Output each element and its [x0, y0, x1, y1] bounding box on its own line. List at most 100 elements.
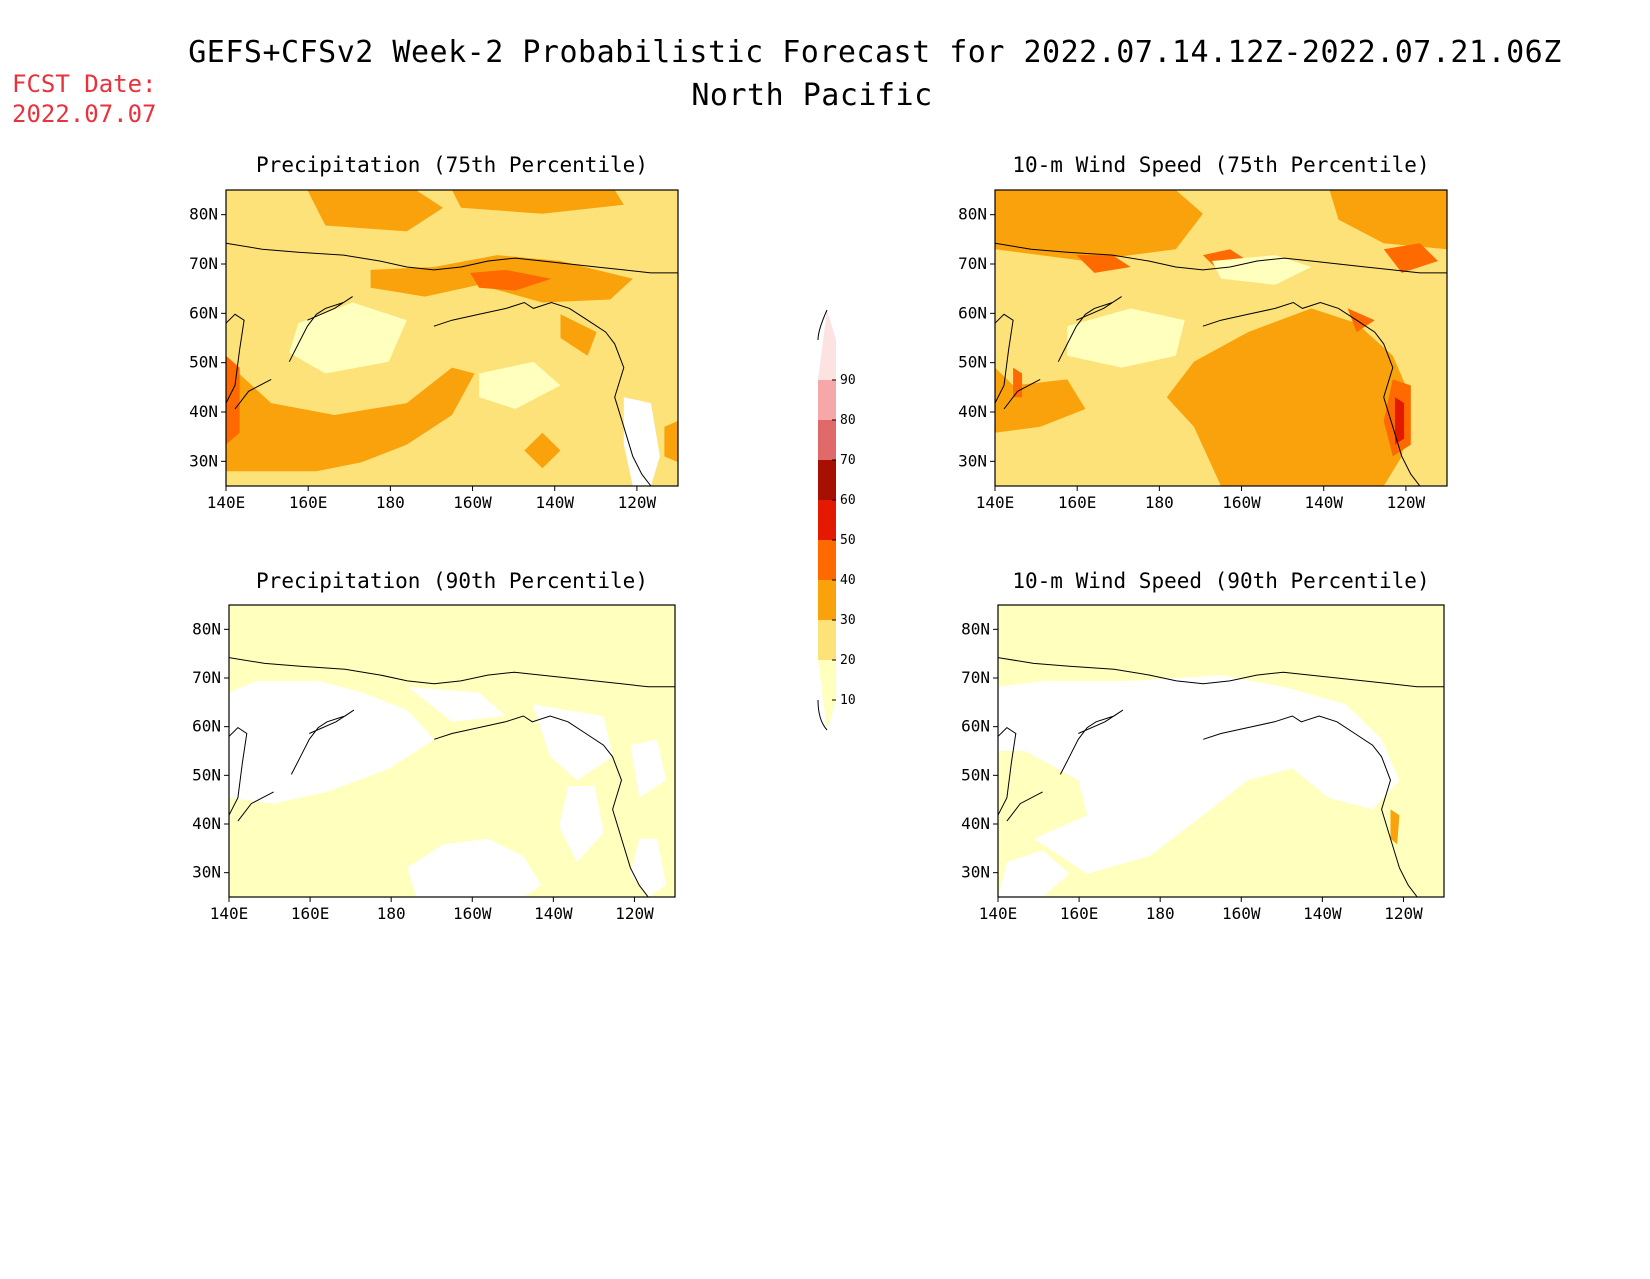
coastline — [1203, 715, 1418, 897]
colorbar-label: 60 — [840, 493, 856, 508]
y-tick-label: 30N — [958, 451, 987, 470]
colorbar-segment — [818, 660, 836, 730]
field-contour-region — [630, 739, 667, 798]
y-tick-label: 30N — [189, 451, 218, 470]
y-tick-label: 70N — [961, 668, 990, 687]
field-contour-region — [307, 190, 443, 232]
y-tick-label: 80N — [958, 205, 987, 224]
precip-90-axes: 140E 160E 180 160W 140W 120W 30N 40N 50N 60N 70N 80… — [192, 619, 654, 923]
main-title: GEFS+CFSv2 Week-2 Probabilistic Forecast… — [188, 35, 1562, 70]
precip-90-frame — [228, 604, 676, 898]
x-tick-label: 160W — [453, 493, 492, 512]
field-contour-region — [995, 367, 1086, 433]
precip-90-coastlines — [229, 657, 675, 897]
coastline — [998, 726, 1017, 816]
fcst-date-label: FCST Date: — [12, 70, 157, 98]
y-tick-label: 60N — [189, 303, 218, 322]
wind-75-coastlines — [995, 242, 1447, 486]
x-tick-label: 180 — [377, 904, 406, 923]
field-contour-region — [1076, 255, 1131, 273]
x-tick-label: 140E — [207, 493, 246, 512]
x-tick-label: 140W — [534, 904, 573, 923]
field-contour-region — [289, 302, 407, 374]
coastline — [226, 313, 245, 404]
x-tick-label: 140E — [979, 904, 1018, 923]
precip-75-coastlines — [226, 242, 678, 486]
field-contour-region — [226, 361, 475, 472]
x-tick-label: 180 — [1146, 904, 1175, 923]
coastline — [237, 791, 274, 822]
x-tick-label: 160E — [1058, 493, 1097, 512]
y-tick-label: 80N — [961, 619, 990, 638]
colorbar-segment — [818, 500, 836, 540]
field-contour-region — [1067, 308, 1185, 368]
colorbar-segment — [818, 620, 836, 660]
colorbar: 10 20 30 40 50 60 70 80 90 — [817, 309, 856, 731]
coastline — [1202, 301, 1421, 486]
field-contour-region — [1347, 308, 1375, 333]
field-contour-region — [559, 786, 604, 862]
y-tick-label: 60N — [961, 717, 990, 736]
x-tick-label: 140W — [1304, 493, 1343, 512]
y-tick-label: 40N — [189, 402, 218, 421]
colorbar-label: 10 — [840, 693, 856, 708]
wind-75-axes: 140E 160E 180 160W 140W 120W 30N 40N 50N 60N 70N 80… — [958, 205, 1425, 512]
y-tick-label: 70N — [192, 668, 221, 687]
colorbar-segment — [818, 460, 836, 500]
x-tick-label: 140E — [976, 493, 1015, 512]
field-contour-region — [630, 838, 667, 897]
panel-wind-75: 10-m Wind Speed (75th Percentile) 140E 16… — [958, 153, 1448, 512]
colorbar-segment — [818, 310, 836, 380]
colorbar-outline — [817, 309, 828, 341]
panel-precip-75: Precipitation (75th Percentile) 140E 160E… — [189, 153, 679, 512]
coastline — [1059, 709, 1124, 775]
x-tick-label: 180 — [376, 493, 405, 512]
coastline — [229, 726, 248, 816]
panel-title-precip-90: Precipitation (90th Percentile) — [256, 569, 648, 593]
region-subtitle: North Pacific — [691, 78, 932, 113]
wind-75-frame — [994, 189, 1448, 487]
y-tick-label: 40N — [192, 814, 221, 833]
precip-75-field — [226, 190, 678, 486]
coastline — [433, 301, 652, 486]
x-tick-label: 120W — [615, 904, 654, 923]
y-tick-label: 80N — [192, 619, 221, 638]
y-tick-label: 70N — [958, 254, 987, 273]
panel-wind-90: 10-m Wind Speed (90th Percentile) 140E 16… — [961, 569, 1445, 923]
wind-90-frame — [997, 604, 1445, 898]
colorbar-segment — [818, 540, 836, 580]
field-contour-region — [1166, 308, 1411, 486]
y-tick-label: 40N — [961, 814, 990, 833]
coastline — [998, 657, 1444, 688]
field-contour-region — [1329, 190, 1447, 250]
y-tick-label: 80N — [189, 205, 218, 224]
coastline — [1006, 791, 1043, 822]
colorbar-label: 50 — [840, 533, 856, 548]
y-tick-label: 50N — [192, 765, 221, 784]
wind-90-field — [998, 605, 1444, 897]
field-contour-region — [524, 432, 561, 469]
coastline — [234, 378, 272, 410]
colorbar-segment — [818, 380, 836, 420]
coastline — [288, 296, 353, 362]
coastline — [1003, 378, 1041, 410]
y-tick-label: 60N — [958, 303, 987, 322]
x-tick-label: 160W — [1222, 904, 1261, 923]
x-tick-label: 160E — [291, 904, 330, 923]
x-tick-label: 120W — [1387, 493, 1426, 512]
panel-title-wind-90: 10-m Wind Speed (90th Percentile) — [1012, 569, 1429, 593]
field-contour-region — [560, 314, 597, 356]
x-tick-label: 120W — [1384, 904, 1423, 923]
field-contour-region — [1221, 832, 1275, 868]
y-tick-label: 60N — [192, 717, 221, 736]
x-tick-label: 140W — [535, 493, 574, 512]
coastline — [229, 657, 675, 688]
field-contour-region — [229, 680, 435, 804]
field-contour-region — [1390, 809, 1400, 845]
field-contour-region — [470, 269, 552, 291]
panel-title-wind-75: 10-m Wind Speed (75th Percentile) — [1012, 153, 1429, 177]
colorbar-label: 40 — [840, 573, 856, 588]
precip-75-frame — [225, 189, 679, 487]
coastline — [434, 715, 649, 897]
